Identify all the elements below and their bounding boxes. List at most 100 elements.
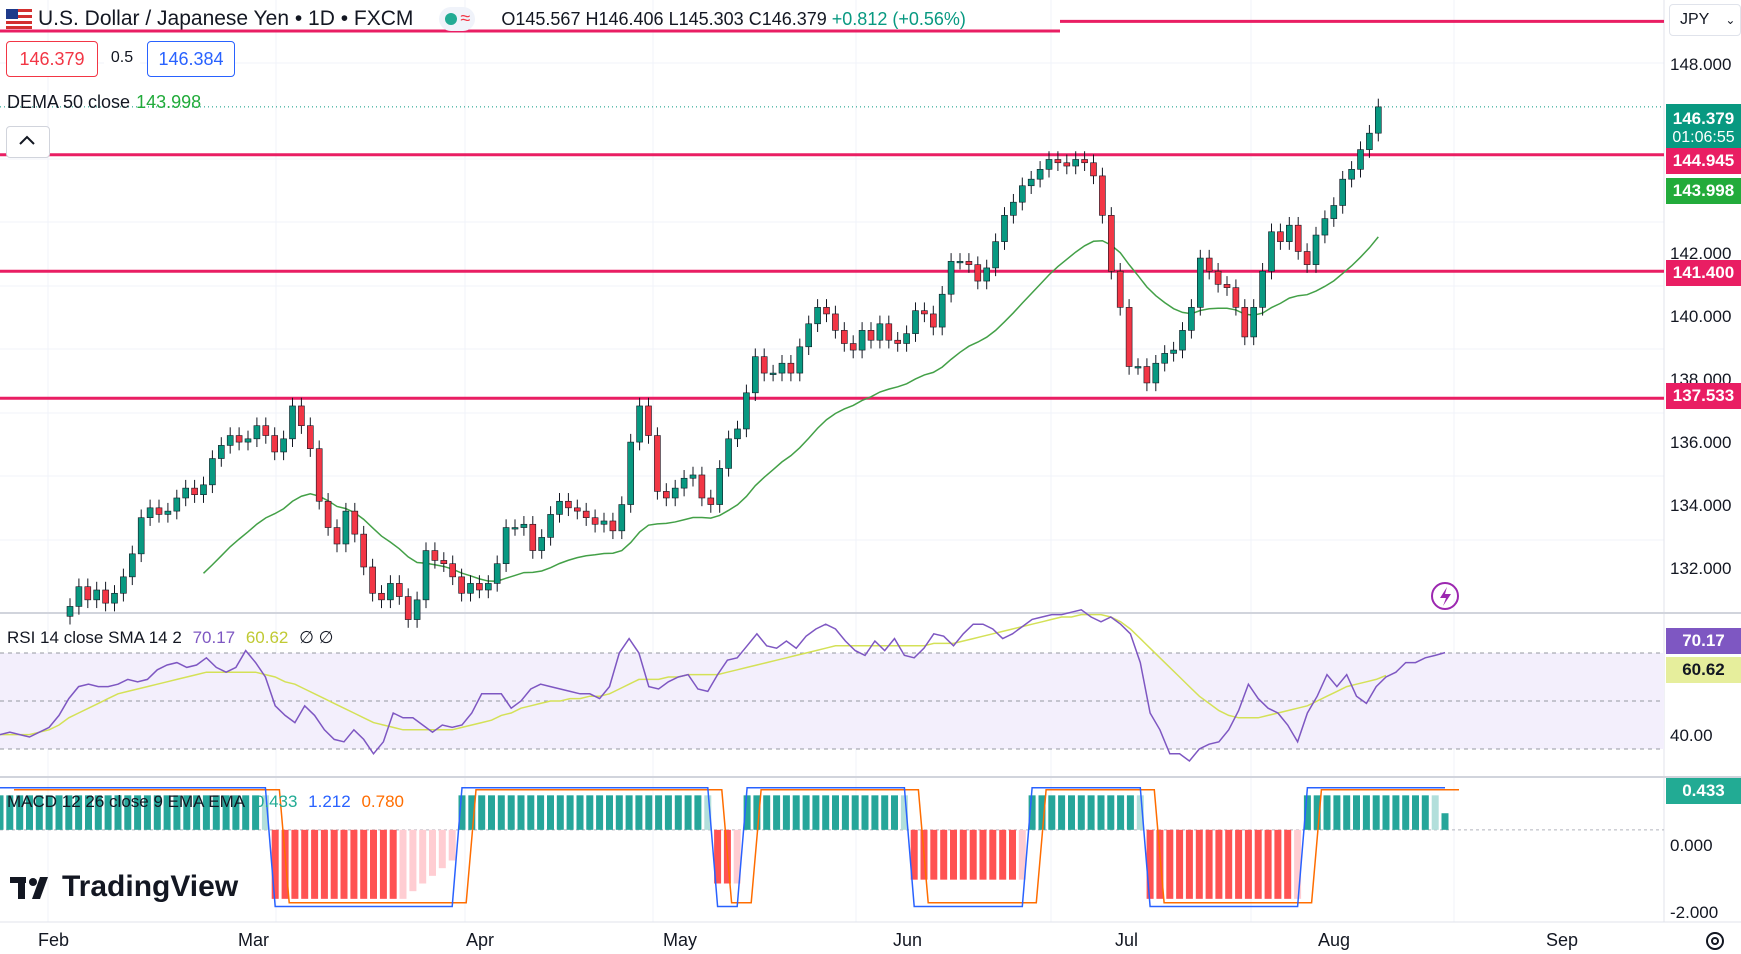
candle-body bbox=[929, 313, 937, 328]
candle-body bbox=[832, 313, 839, 331]
candle-body bbox=[1330, 205, 1338, 219]
candle-body bbox=[1027, 178, 1035, 187]
candle-body bbox=[146, 507, 154, 518]
macd-histogram-bar bbox=[350, 829, 358, 899]
macd-histogram-bar bbox=[143, 795, 151, 830]
candle-body bbox=[921, 310, 928, 315]
candle-body bbox=[983, 267, 991, 282]
macd-histogram-bar bbox=[782, 795, 790, 830]
macd-histogram-bar bbox=[527, 795, 535, 830]
symbol-title[interactable]: U.S. Dollar / Japanese Yen • 1D • FXCM bbox=[38, 7, 414, 30]
candle-body bbox=[1268, 231, 1275, 272]
macd-histogram-bar bbox=[822, 795, 830, 830]
macd-histogram-bar bbox=[792, 795, 800, 830]
candle-body bbox=[1063, 162, 1071, 167]
macd-histogram-bar bbox=[1392, 795, 1400, 830]
collapse-legend-button[interactable] bbox=[6, 126, 50, 158]
market-open-icon bbox=[445, 13, 458, 25]
candle-body bbox=[707, 497, 715, 505]
candle-body bbox=[1125, 307, 1133, 367]
candle-body bbox=[129, 553, 136, 578]
tradingview-logo[interactable]: TradingView bbox=[10, 870, 238, 904]
macd-histogram-bar bbox=[1421, 795, 1429, 830]
candle-body bbox=[858, 330, 866, 351]
macd-histogram-bar bbox=[684, 795, 692, 830]
macd-histogram-bar bbox=[311, 829, 319, 899]
macd-histogram-bar bbox=[999, 829, 1007, 880]
currency-selector[interactable]: JPY ⌄ bbox=[1669, 4, 1741, 36]
candle-body bbox=[387, 583, 394, 601]
macd-histogram-bar bbox=[193, 795, 201, 830]
macd-tag: 0.433 bbox=[1666, 778, 1741, 804]
macd-histogram-bar bbox=[1244, 829, 1252, 899]
candle-body bbox=[84, 586, 92, 601]
macd-histogram-bar bbox=[1166, 829, 1174, 899]
candle-body bbox=[75, 586, 83, 607]
time-tick: Feb bbox=[38, 930, 70, 950]
candle-body bbox=[262, 425, 270, 436]
time-tick: May bbox=[663, 930, 698, 950]
macd-histogram-bar bbox=[1284, 829, 1292, 899]
candle-body bbox=[1241, 307, 1249, 338]
candle-body bbox=[1321, 218, 1329, 236]
macd-histogram-bar bbox=[360, 829, 368, 899]
candle-body bbox=[573, 507, 581, 512]
candle-body bbox=[449, 563, 457, 578]
candle-body bbox=[351, 510, 359, 535]
candle-body bbox=[253, 425, 261, 440]
macd-histogram-bar bbox=[655, 795, 663, 830]
sell-button[interactable]: 146.379 bbox=[6, 41, 98, 77]
candle-body bbox=[289, 405, 296, 440]
time-tick: Aug bbox=[1318, 930, 1351, 950]
candle-body bbox=[155, 507, 163, 515]
macd-histogram-bar bbox=[1382, 795, 1390, 830]
macd-histogram-bar bbox=[1126, 795, 1134, 830]
macd-histogram-bar bbox=[1205, 829, 1213, 899]
macd-histogram-bar bbox=[802, 795, 810, 830]
candle-body bbox=[1161, 353, 1168, 364]
macd-histogram-bar bbox=[478, 795, 486, 830]
candle-body bbox=[538, 537, 546, 551]
macd-histogram-bar bbox=[930, 829, 938, 880]
market-status-button[interactable]: ≈ bbox=[439, 7, 476, 31]
dema-tag: 143.998 bbox=[1666, 178, 1741, 204]
candle-body bbox=[137, 517, 145, 555]
candle-body bbox=[182, 487, 189, 499]
candle-body bbox=[992, 241, 999, 269]
macd-histogram-bar bbox=[586, 795, 594, 830]
macd-legend[interactable]: MACD 12 26 close 9 EMA EMA 0.433 1.212 0… bbox=[7, 792, 404, 811]
buy-button[interactable]: 146.384 bbox=[147, 41, 235, 77]
macd-histogram-bar bbox=[379, 829, 387, 899]
macd-histogram-bar bbox=[1028, 795, 1036, 830]
candle-body bbox=[600, 520, 608, 525]
chart-header: U.S. Dollar / Japanese Yen • 1D • FXCM ≈… bbox=[6, 4, 966, 34]
macd-histogram-bar bbox=[547, 795, 554, 830]
candle-body bbox=[1045, 159, 1053, 170]
macd-histogram-bar bbox=[714, 829, 722, 884]
macd-histogram-bar bbox=[979, 829, 987, 880]
candle-body bbox=[716, 468, 724, 505]
macd-histogram-bar bbox=[26, 795, 33, 830]
candle-body bbox=[1001, 215, 1008, 242]
candle-body bbox=[369, 566, 376, 594]
macd-histogram-bar bbox=[1156, 829, 1164, 899]
macd-histogram-bar bbox=[409, 829, 417, 892]
candle-body bbox=[1312, 234, 1320, 265]
macd-histogram-bar bbox=[1235, 829, 1243, 899]
macd-histogram-bar bbox=[576, 795, 584, 830]
candle-body bbox=[306, 425, 314, 449]
rsi-legend[interactable]: RSI 14 close SMA 14 2 70.17 60.62 ∅ ∅ bbox=[7, 628, 334, 647]
rsi-sma-line bbox=[0, 613, 1387, 736]
macd-histogram-bar bbox=[429, 829, 436, 876]
candle-body bbox=[591, 517, 599, 525]
candle-body bbox=[324, 500, 332, 528]
macd-histogram-bar bbox=[340, 829, 348, 899]
dema-legend[interactable]: DEMA 50 close 143.998 bbox=[7, 92, 202, 112]
candle-body bbox=[333, 527, 341, 545]
spread-value: 0.5 bbox=[104, 41, 140, 75]
macd-histogram-bar bbox=[153, 795, 161, 830]
macd-histogram-bar bbox=[950, 829, 957, 880]
macd-histogram-bar bbox=[1009, 829, 1016, 880]
settings-gear-icon[interactable] bbox=[1702, 928, 1728, 954]
